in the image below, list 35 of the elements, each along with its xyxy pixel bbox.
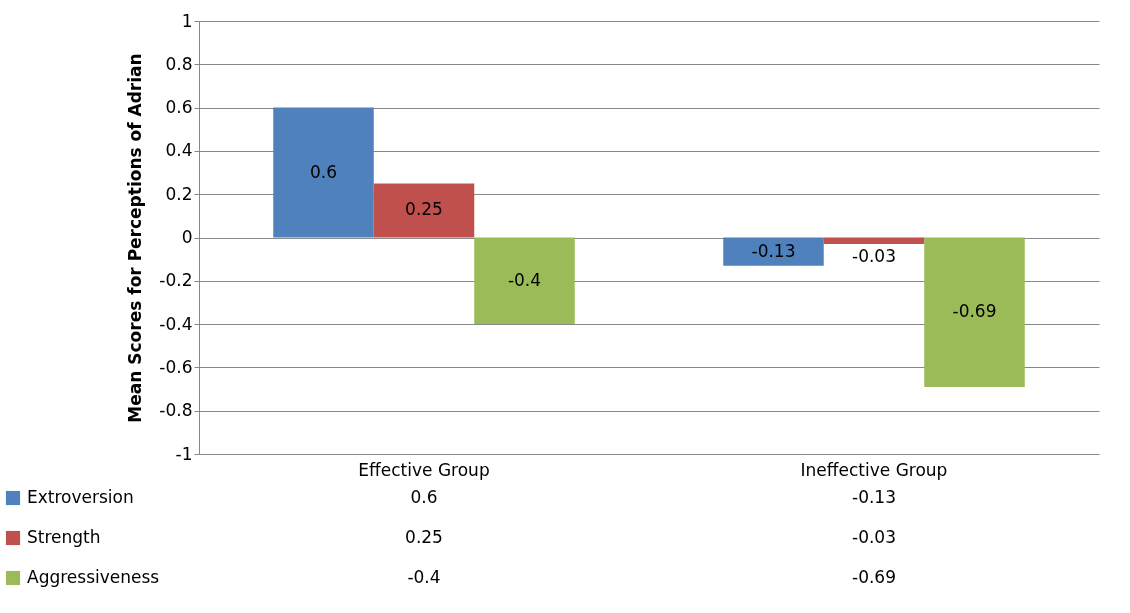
data-label: -0.03 — [852, 527, 896, 547]
y-tick-label: -0.2 — [159, 270, 193, 291]
annotation: 0.25 — [405, 199, 443, 220]
annotation: -0.03 — [852, 245, 896, 266]
x-tick-label: Ineffective Group — [800, 459, 948, 480]
data-label: 0.6 — [410, 487, 438, 507]
y-tick-label: 0.8 — [165, 53, 193, 74]
annotation: -0.69 — [952, 301, 997, 322]
bar — [474, 237, 575, 325]
y-tick-label: 0.6 — [165, 97, 193, 118]
y-tick-label: 0 — [181, 227, 193, 247]
data-label: -0.69 — [852, 567, 896, 587]
bar — [924, 237, 1025, 387]
y-tick-label: 0.4 — [165, 140, 193, 161]
y-axis-title: Mean Scores for Perceptions of Adrian — [125, 53, 146, 423]
bar — [273, 107, 374, 238]
y-tick-label: -0.6 — [159, 356, 193, 377]
legend-label: Aggressiveness — [27, 567, 160, 587]
y-tick-label: -1 — [175, 443, 193, 464]
data-label: -0.13 — [852, 487, 896, 507]
bar — [823, 237, 925, 244]
y-tick-label: -0.8 — [159, 400, 193, 421]
annotation: 0.6 — [309, 161, 338, 182]
x-tick-label: Effective Group — [358, 459, 490, 480]
annotation: -0.4 — [507, 269, 542, 290]
bar — [723, 237, 824, 266]
y-tick-label: 1 — [181, 10, 193, 31]
y-tick-label: 0.2 — [165, 183, 193, 204]
bar — [373, 183, 475, 238]
annotation: -0.13 — [751, 240, 796, 261]
legend-label: Strength — [27, 527, 101, 547]
data-label: -0.4 — [407, 567, 441, 587]
legend-label: Extroversion — [27, 487, 134, 507]
y-tick-label: -0.4 — [159, 313, 193, 334]
data-label: 0.25 — [405, 527, 443, 547]
